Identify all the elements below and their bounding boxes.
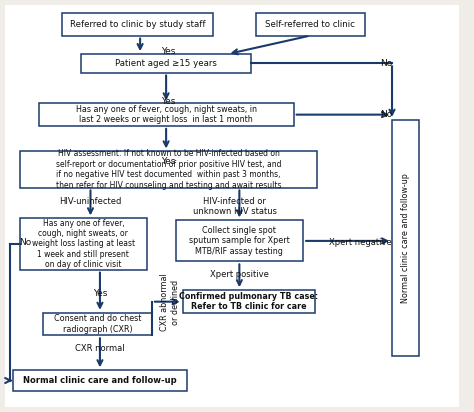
Text: Consent and do chest
radiograph (CXR): Consent and do chest radiograph (CXR) (54, 314, 141, 334)
Text: Normal clinic care and follow-up: Normal clinic care and follow-up (23, 376, 177, 385)
FancyBboxPatch shape (182, 290, 315, 313)
Text: HIV-uninfected: HIV-uninfected (59, 197, 122, 206)
Text: Yes: Yes (161, 47, 176, 56)
FancyBboxPatch shape (62, 13, 213, 35)
Text: HIV assessment: If not known to be HIV-infected based on
self-report or document: HIV assessment: If not known to be HIV-i… (56, 150, 281, 190)
FancyBboxPatch shape (19, 151, 318, 187)
Text: Yes: Yes (161, 157, 176, 166)
Text: Has any one of fever,
cough, night sweats, or
weight loss lasting at least
1 wee: Has any one of fever, cough, night sweat… (32, 219, 135, 269)
Text: No: No (19, 239, 31, 248)
Text: CXR normal: CXR normal (75, 344, 125, 353)
Text: CXR abnormal
or declined: CXR abnormal or declined (160, 274, 180, 331)
Text: No: No (380, 110, 392, 119)
Text: Xpert negative: Xpert negative (329, 239, 392, 248)
Text: Patient aged ≥15 years: Patient aged ≥15 years (115, 59, 217, 68)
Text: HIV-infected or
unknown HIV status: HIV-infected or unknown HIV status (192, 197, 277, 216)
FancyBboxPatch shape (19, 218, 147, 269)
Text: Self-referred to clinic: Self-referred to clinic (265, 20, 355, 29)
Text: Confirmed pulmonary TB case:
Refer to TB clinic for care: Confirmed pulmonary TB case: Refer to TB… (179, 292, 319, 311)
Text: Xpert positive: Xpert positive (210, 269, 269, 279)
Text: Collect single spot
sputum sample for Xpert
MTB/RIF assay testing: Collect single spot sputum sample for Xp… (189, 226, 290, 256)
FancyBboxPatch shape (38, 103, 294, 126)
FancyBboxPatch shape (175, 220, 303, 262)
Text: No: No (380, 59, 392, 68)
FancyBboxPatch shape (256, 13, 365, 35)
FancyBboxPatch shape (81, 54, 251, 73)
FancyBboxPatch shape (5, 5, 459, 407)
FancyBboxPatch shape (392, 120, 419, 356)
FancyBboxPatch shape (43, 313, 152, 335)
Text: Referred to clinic by study staff: Referred to clinic by study staff (70, 20, 206, 29)
Text: Has any one of fever, cough, night sweats, in
last 2 weeks or weight loss  in la: Has any one of fever, cough, night sweat… (76, 105, 256, 124)
Text: Normal clinic care and follow-up: Normal clinic care and follow-up (401, 173, 410, 303)
Text: Yes: Yes (161, 97, 176, 106)
Text: Yes: Yes (93, 289, 107, 298)
FancyBboxPatch shape (12, 370, 187, 391)
